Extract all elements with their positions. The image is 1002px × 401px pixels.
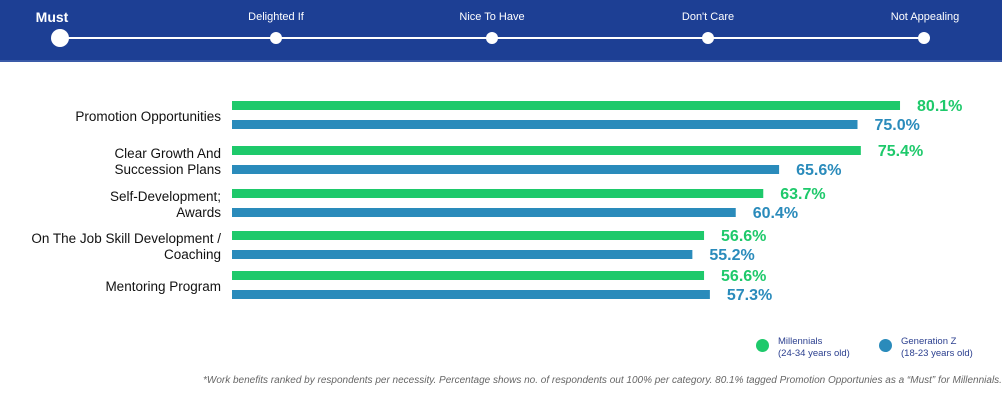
bar-millennials (232, 231, 705, 240)
bar-genz (232, 290, 710, 299)
category-label: Awards (176, 205, 221, 220)
data-label: 57.3% (727, 287, 772, 304)
legend-label: Generation Z (901, 336, 957, 347)
legend-millennials: Millennials (24-34 years old) (778, 336, 850, 360)
data-label: 55.2% (709, 247, 754, 264)
bar-genz (232, 120, 858, 129)
bar-millennials (232, 189, 764, 198)
legend-sub: (18-23 years old) (901, 348, 973, 359)
scale-step-dot (270, 32, 282, 44)
bar-millennials (232, 101, 901, 110)
data-label: 80.1% (917, 98, 962, 115)
legend-sub: (24-34 years old) (778, 348, 850, 359)
scale-step-label: Don't Care (681, 11, 735, 23)
data-label: 60.4% (753, 205, 798, 222)
data-label: 75.0% (875, 117, 920, 134)
scale-step-label: Nice To Have (459, 11, 525, 23)
bar-millennials (232, 271, 705, 280)
scale-step-label: Delighted If (248, 11, 304, 23)
data-label: 75.4% (878, 143, 923, 160)
category-label: Promotion Opportunities (75, 109, 221, 124)
category-label: Succession Plans (114, 162, 221, 177)
bar-genz (232, 250, 693, 259)
category-label: Mentoring Program (105, 279, 221, 294)
footnote: *Work benefits ranked by respondents per… (203, 375, 1002, 386)
scale-step-dot (918, 32, 930, 44)
scale-step-dot (486, 32, 498, 44)
category-label: Coaching (164, 247, 221, 262)
data-label: 63.7% (780, 186, 825, 203)
category-label: Clear Growth And (114, 146, 221, 161)
data-label: 65.6% (796, 162, 841, 179)
category-label: On The Job Skill Development / (31, 231, 221, 246)
bar-genz (232, 165, 780, 174)
legend-millennials-dot (756, 339, 769, 352)
scale-step-label: Not Appealing (890, 11, 960, 23)
bar-genz (232, 208, 736, 217)
scale-step-label: Must (35, 9, 69, 25)
legend-label: Millennials (778, 336, 823, 347)
data-label: 56.6% (721, 268, 766, 285)
data-label: 56.6% (721, 228, 766, 245)
scale-step-dot (702, 32, 714, 44)
legend-genz-dot (879, 339, 892, 352)
legend-genz: Generation Z (18-23 years old) (901, 336, 973, 360)
scale-step-dot (51, 29, 69, 47)
bar-millennials (232, 146, 861, 155)
category-label: Self-Development; (110, 189, 221, 204)
necessity-scale-header: Must Delighted If Nice To Have Don't Care No… (0, 0, 1002, 62)
